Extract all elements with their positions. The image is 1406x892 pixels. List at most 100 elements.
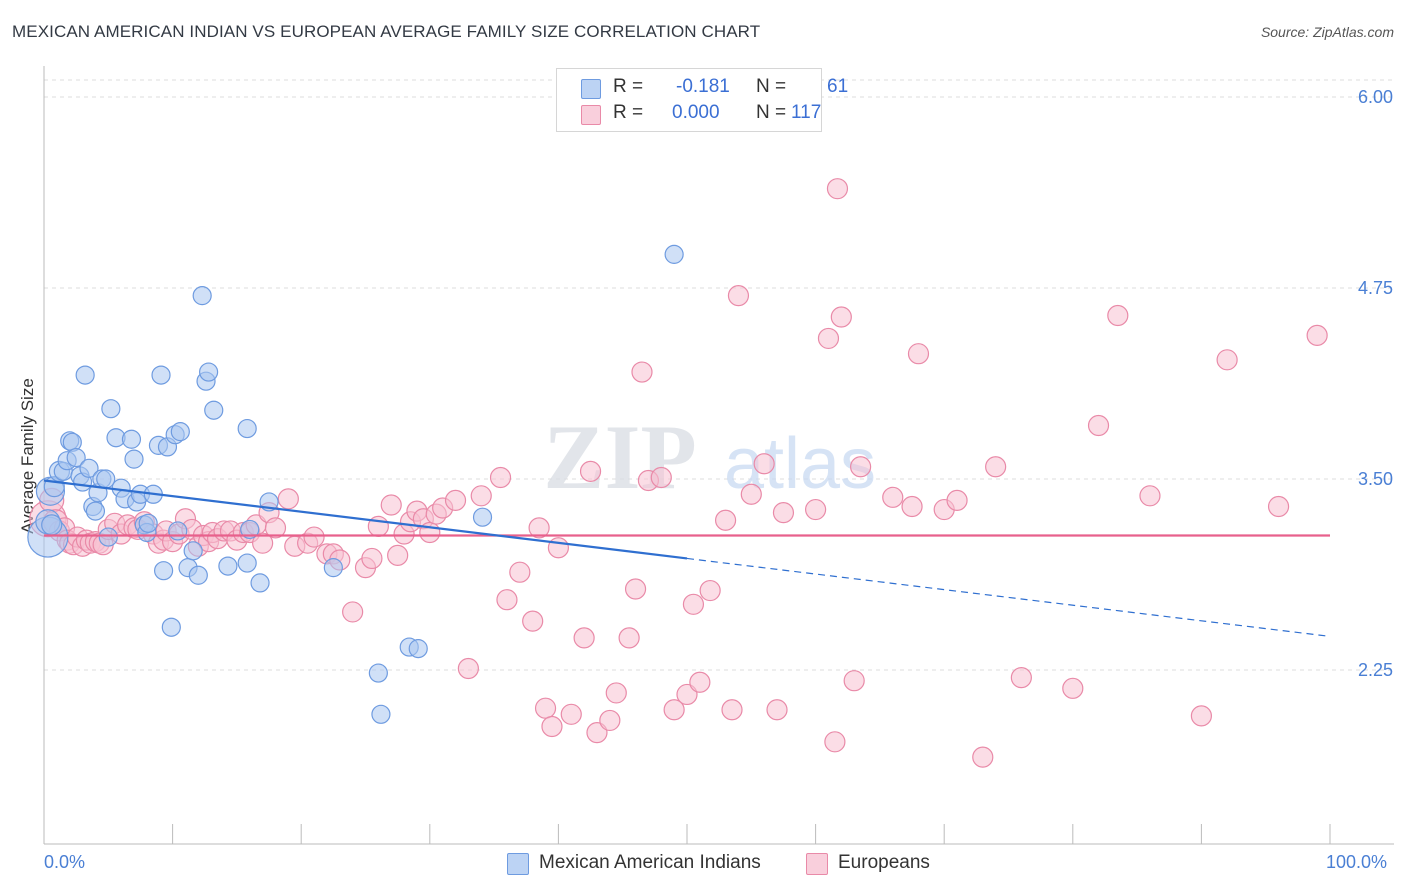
europeans-point <box>902 497 922 517</box>
europeans-point <box>574 628 594 648</box>
mexican-american-indians-point <box>122 430 140 448</box>
europeans-point <box>388 545 408 565</box>
europeans-point <box>632 362 652 382</box>
x-tick-label-max: 100.0% <box>1326 852 1387 873</box>
grid-lines <box>44 80 1394 670</box>
mexican-american-indians-point <box>189 566 207 584</box>
legend-swatch-blue <box>581 79 601 99</box>
mexican-american-indians-point <box>184 542 202 560</box>
europeans-point <box>1089 416 1109 436</box>
europeans-point <box>542 717 562 737</box>
europeans-point <box>304 527 324 547</box>
europeans-point <box>908 344 928 364</box>
europeans-point <box>690 672 710 692</box>
y-tick-labels: 2.25 3.50 4.75 6.00 <box>1358 87 1393 680</box>
legend-n-value: 61 <box>827 76 848 98</box>
mexican-american-indians-point <box>238 554 256 572</box>
watermark-zip: ZIP <box>543 406 696 508</box>
y-tick-label: 4.75 <box>1358 278 1393 298</box>
europeans-point <box>1307 325 1327 345</box>
mexican-american-indians-point <box>372 705 390 723</box>
mexican-american-indians-point <box>42 515 62 535</box>
europeans-point <box>561 704 581 724</box>
europeans-point <box>1140 486 1160 506</box>
europeans-point <box>844 671 864 691</box>
legend-r-value: -0.181 <box>676 76 730 98</box>
legend-n-label: N = <box>756 102 786 124</box>
legend-n-label: N = <box>756 76 786 98</box>
mexican-american-indians-point <box>171 423 189 441</box>
legend-r-label: R = <box>613 76 643 98</box>
legend-swatch-pink <box>806 853 828 875</box>
mexican-american-indians-point <box>155 562 173 580</box>
europeans-point <box>343 602 363 622</box>
correlation-legend: R = -0.181 N = 61 R = 0.000 N = 117 <box>556 68 822 132</box>
legend-label: Europeans <box>838 852 930 874</box>
y-tick-label: 6.00 <box>1358 87 1393 107</box>
mexican-american-indians-point <box>99 528 117 546</box>
europeans-point <box>1108 306 1128 326</box>
legend-r-label: R = <box>613 102 643 124</box>
europeans-point <box>728 286 748 306</box>
legend-r-value: 0.000 <box>672 102 720 124</box>
europeans-point <box>471 486 491 506</box>
europeans-point <box>741 484 761 504</box>
watermark: ZIP atlas <box>543 406 876 508</box>
europeans-point <box>458 658 478 678</box>
europeans-point <box>606 683 626 703</box>
mexican-american-indians-point <box>474 508 492 526</box>
mexican-american-indians-point <box>76 366 94 384</box>
europeans-point <box>581 461 601 481</box>
europeans-point <box>986 457 1006 477</box>
axes <box>44 66 1394 844</box>
europeans-point <box>548 538 568 558</box>
mexican-american-indians-point <box>139 514 157 532</box>
europeans-point <box>278 489 298 509</box>
europeans-point <box>683 594 703 614</box>
x-tick-label-min: 0.0% <box>44 852 85 873</box>
europeans-point <box>722 700 742 720</box>
mexican-american-indians-point <box>102 400 120 418</box>
legend-label: Mexican American Indians <box>539 852 761 874</box>
mexican-american-indians-point <box>251 574 269 592</box>
europeans-point <box>446 490 466 510</box>
europeans-point <box>536 698 556 718</box>
mexican-american-indians-trend-line-dashed <box>687 558 1330 636</box>
europeans-point <box>600 710 620 730</box>
mexican-american-indians-point <box>409 640 427 658</box>
mexican-american-indians-point <box>162 618 180 636</box>
europeans-point <box>827 179 847 199</box>
europeans-point <box>651 467 671 487</box>
y-tick-label: 3.50 <box>1358 469 1393 489</box>
europeans-point <box>767 700 787 720</box>
mexican-american-indians-point <box>369 664 387 682</box>
europeans-point <box>851 457 871 477</box>
legend-n-value: 117 <box>791 102 821 124</box>
europeans-point <box>510 562 530 582</box>
europeans-point <box>773 503 793 523</box>
europeans-point <box>523 611 543 631</box>
europeans-point <box>716 510 736 530</box>
europeans-point <box>1217 350 1237 370</box>
europeans-point <box>806 500 826 520</box>
mexican-american-indians-point <box>125 450 143 468</box>
europeans-point <box>700 581 720 601</box>
europeans-point <box>1063 678 1083 698</box>
mexican-american-indians-point <box>324 559 342 577</box>
mexican-american-indians-point <box>86 502 104 520</box>
europeans-point <box>1269 497 1289 517</box>
mexican-american-indians-point <box>169 522 187 540</box>
legend-swatch-blue <box>507 853 529 875</box>
europeans-point <box>381 495 401 515</box>
europeans-point <box>362 548 382 568</box>
europeans-point <box>754 454 774 474</box>
europeans-point <box>831 307 851 327</box>
europeans-point <box>883 487 903 507</box>
mexican-american-indians-point <box>205 401 223 419</box>
europeans-point <box>1191 706 1211 726</box>
mexican-american-indians-point <box>665 245 683 263</box>
europeans-point <box>626 579 646 599</box>
europeans-point <box>497 590 517 610</box>
europeans-point <box>947 490 967 510</box>
scatter-chart: ZIP atlas 2.253.504.756.00 <box>0 0 1406 892</box>
